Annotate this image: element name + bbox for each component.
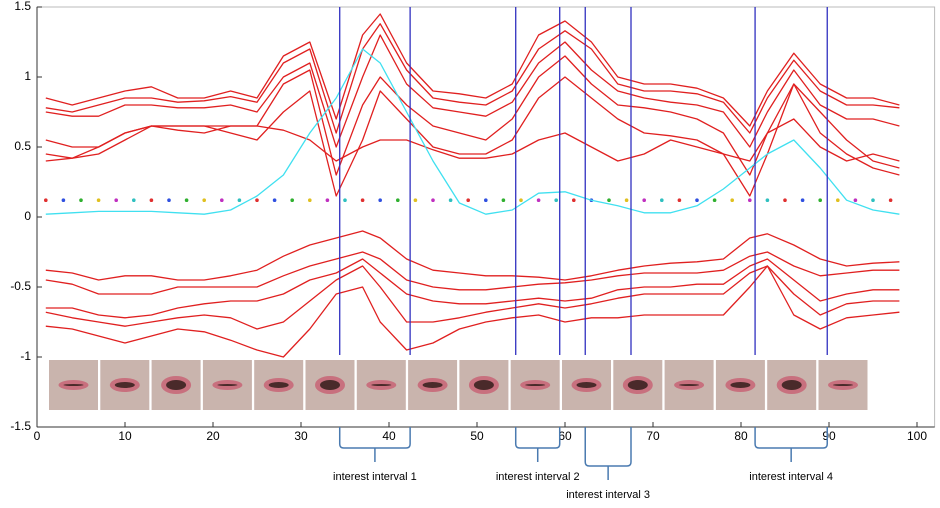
interval-bracket	[585, 427, 631, 480]
x-tick-label: 50	[470, 429, 484, 443]
mouth-opening	[64, 384, 84, 386]
interval-bracket	[516, 427, 560, 462]
interval-label: interest interval 2	[496, 471, 580, 483]
x-tick-label: 80	[734, 429, 748, 443]
reference-dot	[202, 198, 206, 202]
x-tick-label: 70	[646, 429, 660, 443]
interval-label: interest interval 4	[749, 471, 833, 483]
x-tick-label: 40	[382, 429, 396, 443]
reference-dot	[660, 198, 664, 202]
reference-dot	[290, 198, 294, 202]
mouth-opening	[679, 384, 699, 386]
reference-dot	[502, 198, 506, 202]
reference-dot	[889, 198, 893, 202]
reference-dot	[343, 198, 347, 202]
mouth-opening	[115, 382, 135, 388]
mouth-opening	[474, 380, 494, 390]
reference-dot	[431, 198, 435, 202]
reference-dot	[625, 198, 629, 202]
reference-dot	[537, 198, 541, 202]
y-tick-label: -0.5	[10, 279, 31, 293]
reference-dot	[378, 198, 382, 202]
x-tick-label: 0	[34, 429, 41, 443]
reference-dot	[273, 198, 277, 202]
reference-dot	[396, 198, 400, 202]
reference-dot	[62, 198, 66, 202]
y-tick-label: 1	[24, 69, 31, 83]
interval-label: interest interval 1	[333, 471, 417, 483]
reference-dot	[818, 198, 822, 202]
reference-dot	[132, 198, 136, 202]
x-tick-label: 10	[118, 429, 132, 443]
reference-dot	[449, 198, 453, 202]
mouth-opening	[217, 384, 237, 386]
mouth-opening	[730, 382, 750, 388]
x-tick-label: 90	[822, 429, 836, 443]
mouth-opening	[525, 384, 545, 386]
x-tick-label: 20	[206, 429, 220, 443]
reference-dot	[255, 198, 259, 202]
reference-dot	[466, 198, 470, 202]
mouth-opening	[423, 382, 443, 388]
reference-dot	[766, 198, 770, 202]
reference-dot	[97, 198, 101, 202]
reference-dot	[572, 198, 576, 202]
reference-dot	[730, 198, 734, 202]
y-tick-label: 0.5	[14, 139, 31, 153]
reference-dot	[326, 198, 330, 202]
y-tick-label: -1.5	[10, 419, 31, 433]
reference-dot	[783, 198, 787, 202]
reference-dot	[695, 198, 699, 202]
reference-dot	[836, 198, 840, 202]
x-tick-label: 30	[294, 429, 308, 443]
reference-dot	[748, 198, 752, 202]
mouth-opening	[782, 380, 802, 390]
x-tick-label: 100	[907, 429, 927, 443]
y-tick-label: 0	[24, 209, 31, 223]
reference-dot	[554, 198, 558, 202]
reference-dot	[642, 198, 646, 202]
reference-dot	[361, 198, 365, 202]
reference-dot	[114, 198, 118, 202]
reference-dot	[801, 198, 805, 202]
mouth-opening	[628, 380, 648, 390]
reference-dot	[678, 198, 682, 202]
interval-bracket	[755, 427, 827, 462]
interval-bracket	[340, 427, 410, 462]
reference-dot	[607, 198, 611, 202]
reference-dot	[220, 198, 224, 202]
y-tick-label: 1.5	[14, 0, 31, 13]
reference-dot	[713, 198, 717, 202]
reference-dot	[238, 198, 242, 202]
reference-dot	[167, 198, 171, 202]
reference-dot	[414, 198, 418, 202]
reference-dot	[854, 198, 858, 202]
reference-dot	[308, 198, 312, 202]
mouth-opening	[166, 380, 186, 390]
series-line	[46, 14, 900, 126]
reference-dot	[185, 198, 189, 202]
mouth-opening	[577, 382, 597, 388]
mouth-opening	[833, 384, 853, 386]
mouth-opening	[371, 384, 391, 386]
reference-dot	[519, 198, 523, 202]
reference-dot	[871, 198, 875, 202]
chart: -1.5-1-0.500.511.50102030405060708090100…	[0, 0, 940, 508]
series-line	[46, 266, 900, 329]
mouth-opening	[320, 380, 340, 390]
series-line	[46, 24, 900, 133]
y-tick-label: -1	[20, 349, 31, 363]
reference-dot	[79, 198, 83, 202]
series-line	[46, 56, 900, 175]
mouth-opening	[269, 382, 289, 388]
interval-label: interest interval 3	[566, 489, 650, 501]
reference-dot	[150, 198, 154, 202]
reference-dot	[484, 198, 488, 202]
reference-dot	[44, 198, 48, 202]
